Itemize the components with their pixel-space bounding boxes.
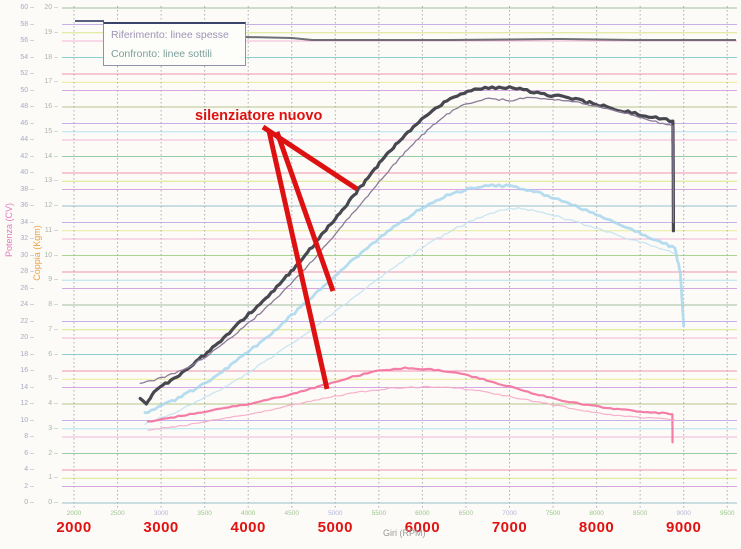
tick-label: 1 – — [48, 474, 58, 482]
tick-label: 40 – — [20, 169, 34, 176]
tick-label: 18 – — [44, 53, 58, 61]
tick-label: 42 – — [20, 152, 34, 160]
tick-label: 10 – — [20, 416, 34, 424]
tick-label: 7000 — [491, 519, 528, 536]
tick-label: 60 – — [20, 4, 34, 11]
tick-label: 52 – — [20, 70, 34, 77]
tick-label: 20 – — [44, 4, 58, 11]
tick-label: 13 – — [44, 177, 58, 185]
tick-label: 9000 — [666, 519, 702, 536]
tick-label: 16 – — [20, 367, 34, 374]
tick-label: 24 – — [20, 301, 34, 308]
tick-label: 22 – — [20, 317, 34, 325]
tick-label: 3 – — [48, 424, 58, 432]
tick-label: 8000 — [589, 510, 604, 517]
tick-label: 3500 — [197, 510, 212, 517]
tick-label: 4 – — [24, 466, 34, 473]
x-axis-title: Giri (RPM) — [383, 528, 426, 538]
tick-label: 3000 — [143, 519, 179, 536]
tick-label: 16 – — [44, 103, 58, 110]
tick-label: 4000 — [230, 519, 266, 536]
tick-label: 12 – — [20, 400, 34, 407]
tick-label: 2500 — [110, 510, 125, 517]
tick-label: 32 – — [20, 235, 34, 242]
tick-label: 8500 — [632, 510, 648, 517]
tick-label: 2 – — [48, 449, 58, 457]
tick-label: 6500 — [458, 510, 474, 517]
tick-label: 15 – — [44, 127, 58, 135]
tick-label: 58 – — [20, 20, 34, 28]
tick-label: 6000 — [415, 510, 430, 517]
tick-label: 34 – — [20, 218, 34, 226]
power-axis-title: Potenza (CV) — [4, 202, 14, 258]
tick-label: 48 – — [20, 103, 34, 110]
tick-label: 14 – — [20, 383, 34, 391]
tick-label: 9000 — [676, 510, 691, 517]
tick-label: 7000 — [502, 510, 517, 517]
curve-secondaria-confronto — [144, 206, 680, 425]
tick-label: 7 – — [48, 325, 58, 333]
tick-label: 9 – — [48, 276, 58, 284]
tick-label: 2 – — [24, 482, 34, 490]
tick-label: 2000 — [66, 510, 82, 517]
tick-label: 12 – — [44, 202, 58, 209]
curve-coppia-riferimento — [146, 366, 674, 444]
tick-label: 54 – — [20, 53, 34, 61]
tick-label: 5000 — [317, 519, 353, 536]
tick-label: 8 – — [24, 433, 34, 440]
tick-label: 5500 — [371, 510, 387, 517]
tick-label: 3000 — [153, 510, 169, 517]
tick-label: 30 – — [20, 251, 34, 259]
tick-label: 6 – — [48, 350, 58, 358]
tick-label: 8 – — [48, 301, 58, 308]
curve-coppia-confronto — [147, 385, 676, 431]
tick-label: 6000 — [404, 519, 441, 536]
legend-comparison-label: Confronto: linee sottili — [111, 48, 212, 60]
tick-label: 19 – — [44, 28, 58, 36]
tick-label: 26 – — [20, 284, 34, 292]
tick-label: 0 – — [48, 499, 58, 506]
tick-label: 5000 — [328, 510, 343, 517]
tick-label: 0 – — [24, 499, 34, 506]
tick-label: 56 – — [20, 37, 34, 44]
tick-label: 17 – — [44, 78, 58, 86]
tick-label: 2000 — [56, 519, 92, 536]
tick-label: 18 – — [20, 350, 34, 358]
legend-reference-label: Riferimento: linee spesse — [111, 29, 229, 41]
curve-potenza-confronto — [139, 96, 675, 385]
curve-secondaria-riferimento — [143, 183, 686, 415]
tick-label: 6 – — [24, 449, 34, 457]
tick-label: 36 – — [20, 202, 34, 209]
legend-box: Riferimento: linee spesse Confronto: lin… — [103, 22, 246, 66]
tick-label: 9500 — [720, 510, 735, 517]
tick-label: 50 – — [20, 86, 34, 94]
tick-label: 8000 — [578, 519, 615, 536]
tick-label: 38 – — [20, 185, 34, 193]
tick-label: 46 – — [20, 119, 34, 127]
tick-label: 44 – — [20, 136, 34, 143]
tick-label: 7500 — [545, 510, 561, 517]
tick-label: 11 – — [44, 226, 58, 234]
tick-label: 4 – — [48, 400, 58, 407]
tick-label: 10 – — [44, 251, 58, 259]
tick-label: 28 – — [20, 268, 34, 275]
tick-label: 14 – — [44, 152, 58, 160]
tick-label: 4000 — [240, 510, 256, 517]
tick-label: 4500 — [284, 510, 299, 517]
tick-label: 20 – — [20, 334, 34, 341]
annotation-text: silenziatore nuovo — [195, 108, 323, 124]
tick-label: 5 – — [48, 375, 58, 383]
torque-axis-title: Coppia (Kgm) — [32, 225, 42, 281]
curve-potenza-riferimento — [138, 85, 676, 406]
